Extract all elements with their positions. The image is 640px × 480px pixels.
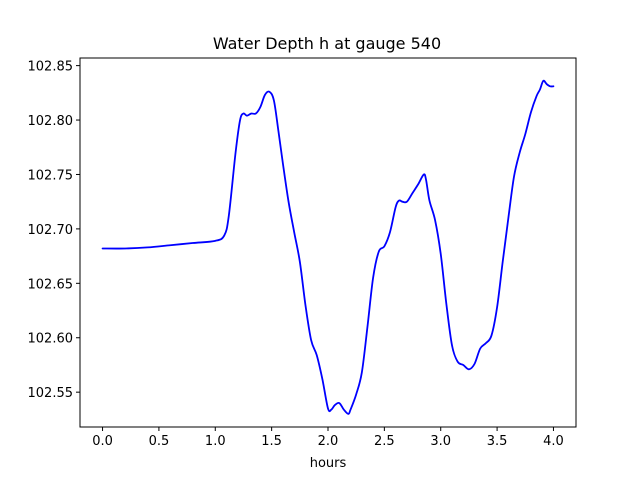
y-tick-label: 102.70 <box>28 223 74 238</box>
x-tick-label: 1.5 <box>261 434 282 449</box>
x-tick-label: 2.0 <box>318 434 339 449</box>
x-tick-label: 1.0 <box>205 434 226 449</box>
x-tick-label: 2.5 <box>374 434 395 449</box>
water-depth-series-line <box>101 79 555 415</box>
x-tick-label: 3.5 <box>487 434 508 449</box>
y-tick-label: 102.60 <box>28 332 74 347</box>
x-tick-label: 3.0 <box>430 434 451 449</box>
x-axis: 0.0 0.5 1.0 1.5 2.0 2.5 3.0 3.5 4.0 <box>92 427 564 449</box>
x-tick-label: 0.5 <box>149 434 170 449</box>
y-tick-label: 102.85 <box>28 60 74 75</box>
x-tick-label: 4.0 <box>543 434 564 449</box>
x-axis-label: hours <box>310 456 347 471</box>
x-tick-label: 0.0 <box>92 434 113 449</box>
y-tick-label: 102.65 <box>28 277 74 292</box>
y-tick-label: 102.75 <box>28 168 74 183</box>
y-tick-label: 102.55 <box>28 386 74 401</box>
y-axis: 102.55 102.60 102.65 102.70 102.75 102.80 102.… <box>28 60 80 401</box>
y-tick-label: 102.80 <box>28 114 74 129</box>
plot-frame <box>79 57 577 428</box>
chart-title: Water Depth h at gauge 540 <box>213 34 441 53</box>
